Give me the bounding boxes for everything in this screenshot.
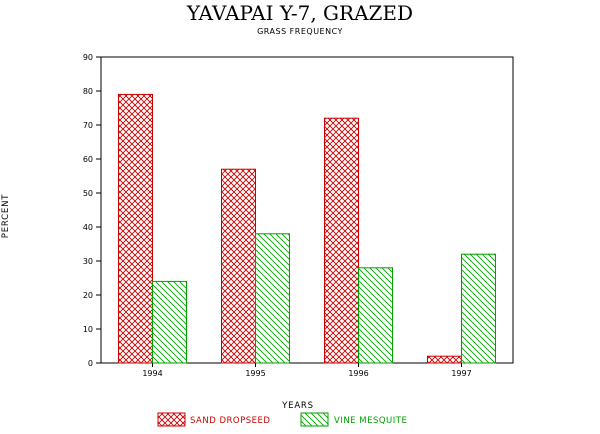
- y-tick-label: 50: [83, 189, 93, 198]
- y-tick-label: 20: [83, 291, 93, 300]
- x-tick-label: 1996: [348, 369, 368, 378]
- bar-sand-dropseed-1996: [324, 117, 359, 364]
- legend-swatch-sand-dropseed: [157, 412, 186, 427]
- bar-vine-mesquite-1995: [255, 233, 290, 364]
- chart-title: YAVAPAI Y-7, GRAZED: [186, 1, 413, 25]
- bar-sand-dropseed-1995: [221, 168, 256, 364]
- legend-label-sand-dropseed: SAND DROPSEED: [190, 416, 270, 426]
- x-axis-label: YEARS: [281, 401, 314, 411]
- y-tick-label: 80: [83, 87, 93, 96]
- x-axis: 1994 1995 1996 1997: [142, 363, 472, 378]
- y-tick-label: 30: [83, 257, 93, 266]
- y-tick-label: 90: [83, 53, 93, 62]
- plot-frame: [100, 56, 514, 364]
- y-tick-label: 70: [83, 121, 93, 130]
- bar-vine-mesquite-1996: [358, 267, 393, 364]
- bar-vine-mesquite-1997: [461, 253, 496, 364]
- legend: SAND DROPSEED VINE MESQUITE: [157, 412, 407, 427]
- bar-sand-dropseed-1997: [427, 355, 462, 364]
- y-axis-label: PERCENT: [1, 194, 11, 238]
- bar-sand-dropseed-1994: [118, 93, 153, 364]
- bar-vine-mesquite-1994: [152, 280, 187, 364]
- legend-label-vine-mesquite: VINE MESQUITE: [334, 416, 407, 426]
- y-tick-label: 40: [83, 223, 93, 232]
- y-tick-label: 60: [83, 155, 93, 164]
- y-axis: 0 10 20 30 40 50 60 70 80 90: [83, 53, 101, 368]
- y-tick-label: 10: [83, 325, 93, 334]
- y-tick-label: 0: [88, 359, 93, 368]
- x-tick-label: 1994: [142, 369, 162, 378]
- bars: [118, 93, 496, 364]
- x-tick-label: 1997: [451, 369, 471, 378]
- chart-subtitle: GRASS FREQUENCY: [257, 27, 343, 36]
- legend-swatch-vine-mesquite: [300, 412, 329, 427]
- x-tick-label: 1995: [245, 369, 265, 378]
